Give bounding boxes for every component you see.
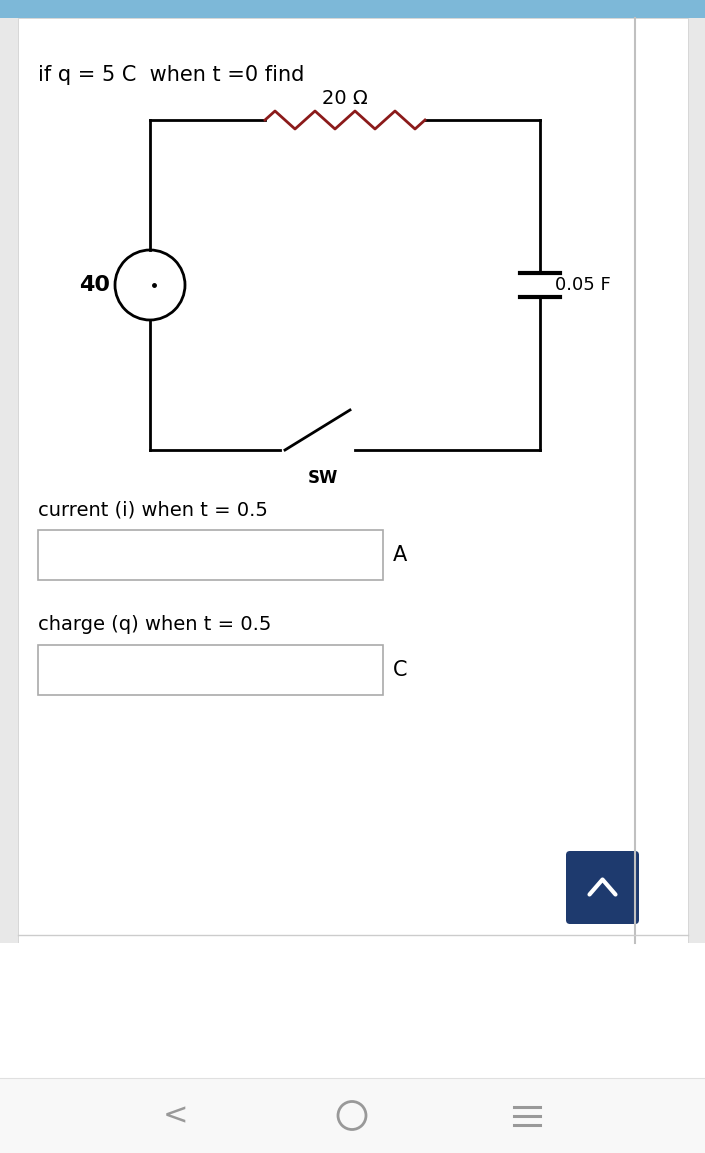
Text: <: < <box>164 1101 189 1130</box>
Text: C: C <box>393 660 407 680</box>
Text: if q = 5 C  when t =0 find: if q = 5 C when t =0 find <box>38 65 305 85</box>
Bar <box>0 943 705 1078</box>
FancyBboxPatch shape <box>38 530 383 580</box>
Text: SW: SW <box>307 469 338 487</box>
Bar <box>18 18 688 943</box>
Text: charge (q) when t = 0.5: charge (q) when t = 0.5 <box>38 616 271 634</box>
Text: 40: 40 <box>80 276 111 295</box>
FancyBboxPatch shape <box>38 645 383 695</box>
Text: A: A <box>393 545 407 565</box>
Text: 20 Ω: 20 Ω <box>322 89 368 107</box>
Bar <box>0 0 705 18</box>
FancyBboxPatch shape <box>566 851 639 924</box>
Bar <box>0 1078 705 1153</box>
Text: current (i) when t = 0.5: current (i) when t = 0.5 <box>38 500 268 520</box>
Text: 0.05 F: 0.05 F <box>555 276 611 294</box>
